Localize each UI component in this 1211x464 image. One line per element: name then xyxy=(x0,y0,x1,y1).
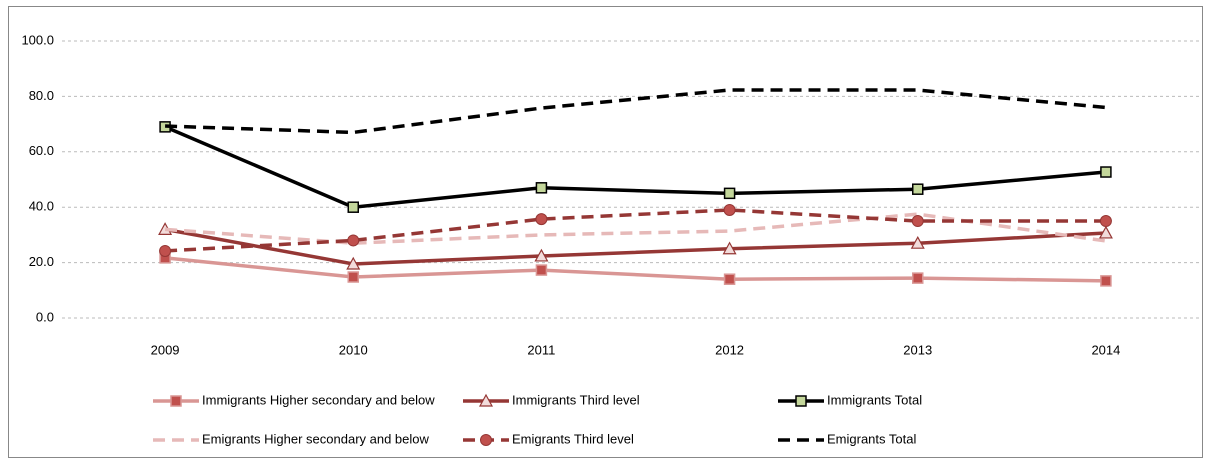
data-point xyxy=(911,215,924,228)
x-tick-label: 2014 xyxy=(1091,342,1120,357)
legend-marker xyxy=(478,393,494,407)
legend-label: Immigrants Third level xyxy=(512,392,640,407)
series-line xyxy=(165,88,1107,135)
series-line xyxy=(164,125,1107,209)
y-tick-label: 80.0 xyxy=(29,88,54,103)
x-tick-label: 2011 xyxy=(527,342,555,357)
x-tick-label: 2012 xyxy=(715,342,744,357)
data-point xyxy=(534,248,549,262)
y-tick-label: 20.0 xyxy=(29,254,54,269)
series-line xyxy=(164,208,1106,253)
data-point xyxy=(346,256,361,270)
data-point xyxy=(1100,166,1112,178)
data-point xyxy=(347,234,360,247)
data-point xyxy=(347,201,359,213)
data-point xyxy=(910,235,925,249)
y-tick-label: 40.0 xyxy=(29,199,54,214)
legend-marker xyxy=(795,395,807,407)
legend-label: Immigrants Higher secondary and below xyxy=(202,392,435,407)
data-point xyxy=(535,264,548,276)
data-point xyxy=(723,203,736,216)
data-point xyxy=(912,183,924,195)
legend-marker xyxy=(170,395,182,407)
series-line xyxy=(164,227,1107,266)
data-point xyxy=(912,272,924,284)
data-point xyxy=(1098,225,1113,239)
data-point xyxy=(723,273,736,285)
y-tick-label: 100.0 xyxy=(21,32,54,47)
data-point xyxy=(535,182,548,194)
legend-label: Immigrants Total xyxy=(827,392,922,407)
legend-label: Emigrants Total xyxy=(827,431,916,446)
data-point xyxy=(1100,275,1112,287)
legend-marker xyxy=(480,434,492,446)
legend-label: Emigrants Third level xyxy=(512,431,634,446)
x-tick-label: 2010 xyxy=(339,342,368,357)
y-tick-label: 0.0 xyxy=(36,309,54,324)
data-point xyxy=(723,187,736,200)
x-tick-label: 2009 xyxy=(151,342,180,357)
data-point xyxy=(1099,215,1112,228)
data-point xyxy=(159,244,172,257)
series-line xyxy=(164,256,1106,283)
data-point xyxy=(347,271,359,283)
y-tick-label: 60.0 xyxy=(29,143,54,158)
legend-label: Emigrants Higher secondary and below xyxy=(202,431,430,446)
data-point xyxy=(535,213,548,226)
x-tick-label: 2013 xyxy=(903,342,932,357)
data-point xyxy=(722,241,737,255)
